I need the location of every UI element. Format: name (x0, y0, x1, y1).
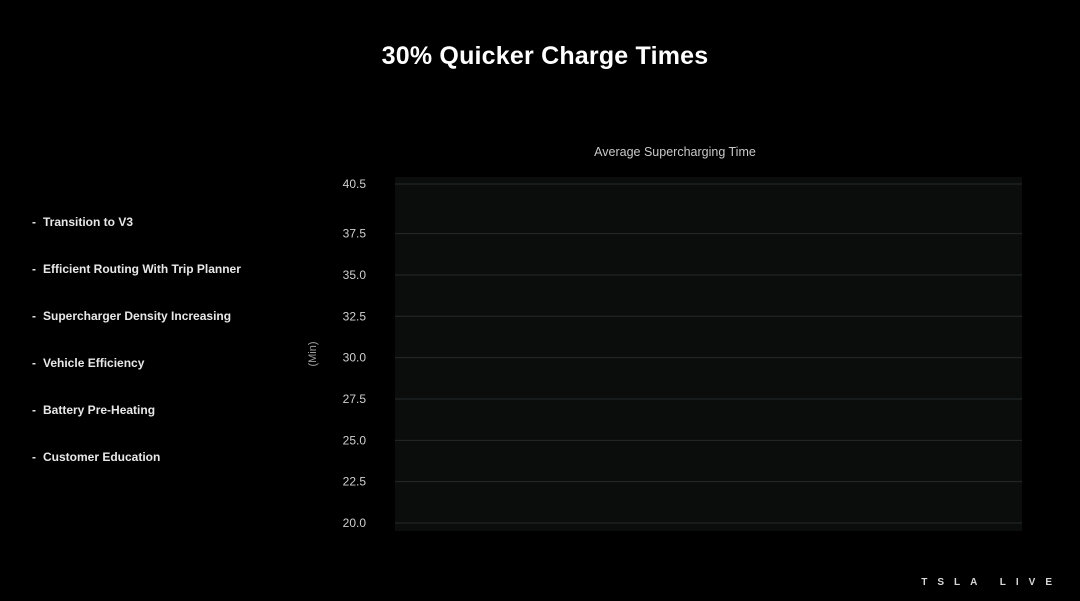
bullet-dash: - (32, 403, 36, 417)
chart-title: Average Supercharging Time (594, 145, 756, 159)
bullet-text: Vehicle Efficiency (43, 356, 145, 370)
y-tick-label: 27.5 (343, 392, 367, 406)
slide-title: 30% Quicker Charge Times (381, 42, 709, 70)
y-tick-label: 40.5 (343, 177, 367, 191)
y-tick-label: 25.0 (343, 433, 367, 447)
y-tick-label: 30.0 (343, 351, 367, 365)
bullet-item: - Vehicle Efficiency (32, 353, 241, 400)
bullet-text: Efficient Routing With Trip Planner (43, 262, 241, 276)
bullet-text: Battery Pre-Heating (43, 403, 156, 417)
bullet-text: Customer Education (43, 450, 161, 464)
bullet-dash: - (32, 215, 36, 229)
bullet-text: Supercharger Density Increasing (43, 309, 232, 323)
bullet-item: - Transition to V3 (32, 212, 241, 259)
bullet-dash: - (32, 450, 36, 464)
bullet-list: - Transition to V3 - Efficient Routing Wit… (32, 212, 241, 494)
bullet-dash: - (32, 262, 36, 276)
plot-area (395, 177, 1022, 531)
tesla-live-logo: TSLA LIVE (921, 577, 1062, 588)
bullet-item: - Supercharger Density Increasing (32, 306, 241, 353)
y-tick-label: 35.0 (343, 268, 367, 282)
y-tick-label: 37.5 (343, 227, 367, 241)
y-tick-label: 32.5 (343, 309, 367, 323)
bullet-item: - Efficient Routing With Trip Planner (32, 259, 241, 306)
y-tick-label: 20.0 (343, 516, 367, 530)
y-axis-label: (Min) (307, 341, 319, 366)
y-tick-label: 22.5 (343, 475, 367, 489)
bullet-item: - Customer Education (32, 447, 241, 494)
bullet-dash: - (32, 356, 36, 370)
bullet-item: - Battery Pre-Heating (32, 400, 241, 447)
bullet-dash: - (32, 309, 36, 323)
bullet-text: Transition to V3 (43, 215, 134, 229)
